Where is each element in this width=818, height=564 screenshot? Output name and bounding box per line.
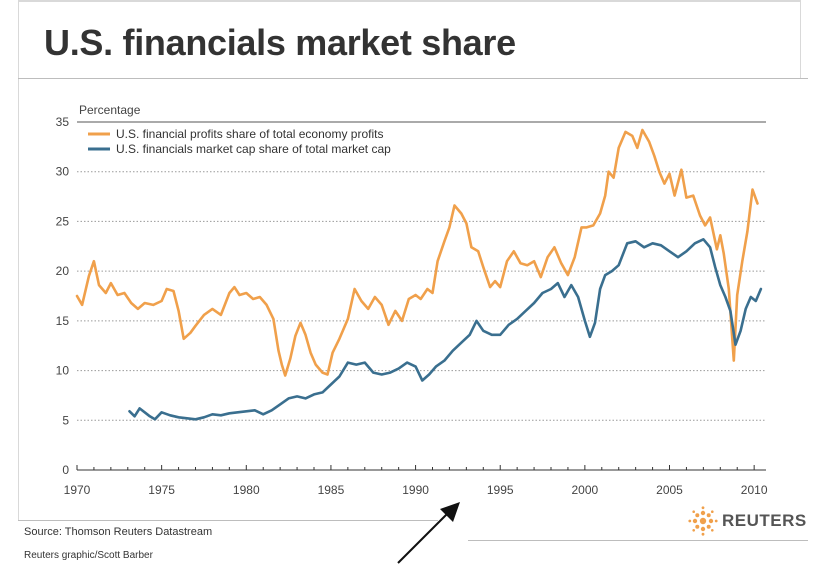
footer-divider-right xyxy=(468,540,808,541)
x-tick-label: 1985 xyxy=(318,483,345,497)
frame-right-border xyxy=(800,0,801,78)
frame-left-border xyxy=(18,0,19,520)
legend-label: U.S. financials market cap share of tota… xyxy=(116,142,391,156)
graphic-credit: Reuters graphic/Scott Barber xyxy=(24,550,153,561)
chart-title: U.S. financials market share xyxy=(44,22,516,63)
legend-label: U.S. financial profits share of total ec… xyxy=(116,127,383,141)
y-tick-label: 15 xyxy=(56,314,70,328)
y-tick-label: 20 xyxy=(56,264,70,278)
x-tick-label: 2010 xyxy=(741,483,768,497)
marketcap-share-line xyxy=(128,238,763,421)
x-tick-label: 1975 xyxy=(148,483,175,497)
source-note: Source: Thomson Reuters Datastream xyxy=(24,526,213,538)
y-tick-label: 25 xyxy=(56,214,70,228)
y-tick-label: 35 xyxy=(56,115,70,129)
x-tick-label: 1990 xyxy=(402,483,429,497)
brand-name: REUTERS xyxy=(722,511,807,530)
frame-top-border xyxy=(18,0,800,2)
annotation-arrow-head xyxy=(440,502,460,522)
reuters-brand: REUTERS xyxy=(688,506,807,536)
x-tick-label: 2005 xyxy=(656,483,683,497)
x-tick-label: 1995 xyxy=(487,483,514,497)
y-tick-label: 10 xyxy=(56,364,70,378)
y-tick-label: 30 xyxy=(56,165,70,179)
title-divider xyxy=(18,78,808,79)
y-tick-label: 0 xyxy=(62,463,69,477)
annotation-arrow-shaft xyxy=(397,508,453,564)
reuters-logo-icon xyxy=(688,506,718,536)
footer-divider xyxy=(18,520,438,521)
x-tick-label: 1980 xyxy=(233,483,260,497)
x-tick-label: 1970 xyxy=(64,483,91,497)
y-tick-label: 5 xyxy=(62,413,69,427)
y-axis-label: Percentage xyxy=(79,103,141,117)
profits-share-line xyxy=(75,128,759,377)
x-tick-label: 2000 xyxy=(572,483,599,497)
